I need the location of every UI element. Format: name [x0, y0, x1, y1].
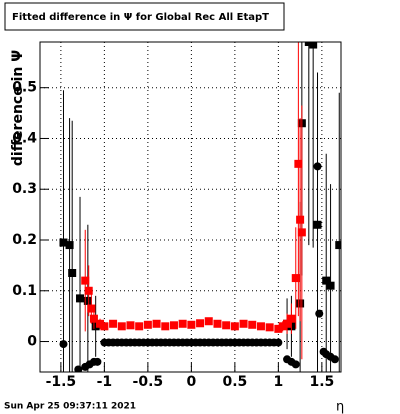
point	[65, 241, 74, 250]
x-axis-label: η	[336, 400, 344, 414]
point	[287, 314, 296, 323]
point	[315, 309, 324, 318]
plot-frame	[39, 41, 342, 373]
point	[256, 322, 265, 331]
chart-title: Fitted difference in Ψ for Global Rec Al…	[12, 12, 269, 23]
y-tick-label: 0.5	[12, 80, 37, 96]
point	[74, 365, 83, 372]
point	[278, 322, 287, 331]
point	[222, 321, 231, 330]
point	[152, 319, 161, 328]
point	[291, 274, 300, 283]
point	[135, 322, 144, 331]
point	[143, 320, 152, 329]
x-tick-label: -1	[97, 374, 113, 390]
y-tick-label: 0.4	[12, 130, 37, 146]
point	[296, 215, 305, 224]
title-box	[4, 2, 285, 31]
point	[309, 42, 318, 49]
point	[178, 319, 187, 328]
point	[313, 162, 322, 171]
point	[274, 324, 283, 333]
point	[313, 220, 322, 229]
point	[265, 323, 274, 332]
point	[230, 322, 239, 331]
x-tick-label: 0	[186, 374, 196, 390]
point	[196, 319, 205, 328]
y-tick-label: 0.1	[12, 283, 37, 299]
y-tick-label: 0	[27, 334, 37, 350]
point	[68, 269, 77, 277]
footer: Sun Apr 25 09:37:11 2021	[4, 402, 136, 412]
point	[294, 159, 303, 168]
x-tick-label: -0.5	[133, 374, 164, 390]
point	[96, 319, 105, 328]
point	[239, 319, 248, 328]
point	[89, 314, 98, 323]
point	[81, 276, 90, 285]
point	[335, 241, 341, 250]
y-axis-label: difference in Ψ	[10, 50, 26, 166]
point	[117, 322, 126, 331]
point	[204, 317, 213, 326]
point	[93, 357, 102, 366]
point	[91, 322, 100, 331]
point	[109, 319, 118, 328]
x-tick-label: 1	[273, 374, 283, 390]
point	[291, 360, 300, 369]
point	[76, 294, 85, 303]
point	[330, 355, 339, 364]
point	[100, 322, 109, 331]
point	[161, 322, 170, 331]
point	[84, 286, 93, 295]
x-tick-label: -1.5	[46, 374, 77, 390]
point	[59, 340, 68, 349]
point	[59, 238, 68, 247]
x-tick-label: 0.5	[222, 374, 247, 390]
point	[297, 228, 306, 237]
point	[274, 338, 283, 347]
point	[248, 320, 257, 329]
point	[169, 321, 178, 330]
point	[126, 321, 135, 330]
y-tick-label: 0.2	[12, 232, 37, 248]
point	[326, 281, 335, 290]
y-tick-label: 0.3	[12, 181, 37, 197]
point	[304, 42, 313, 46]
x-tick-label: 1.5	[309, 374, 334, 390]
point	[213, 319, 222, 328]
point	[322, 276, 331, 285]
point	[187, 320, 196, 329]
point	[283, 319, 292, 328]
point	[83, 296, 92, 305]
point	[87, 304, 96, 313]
